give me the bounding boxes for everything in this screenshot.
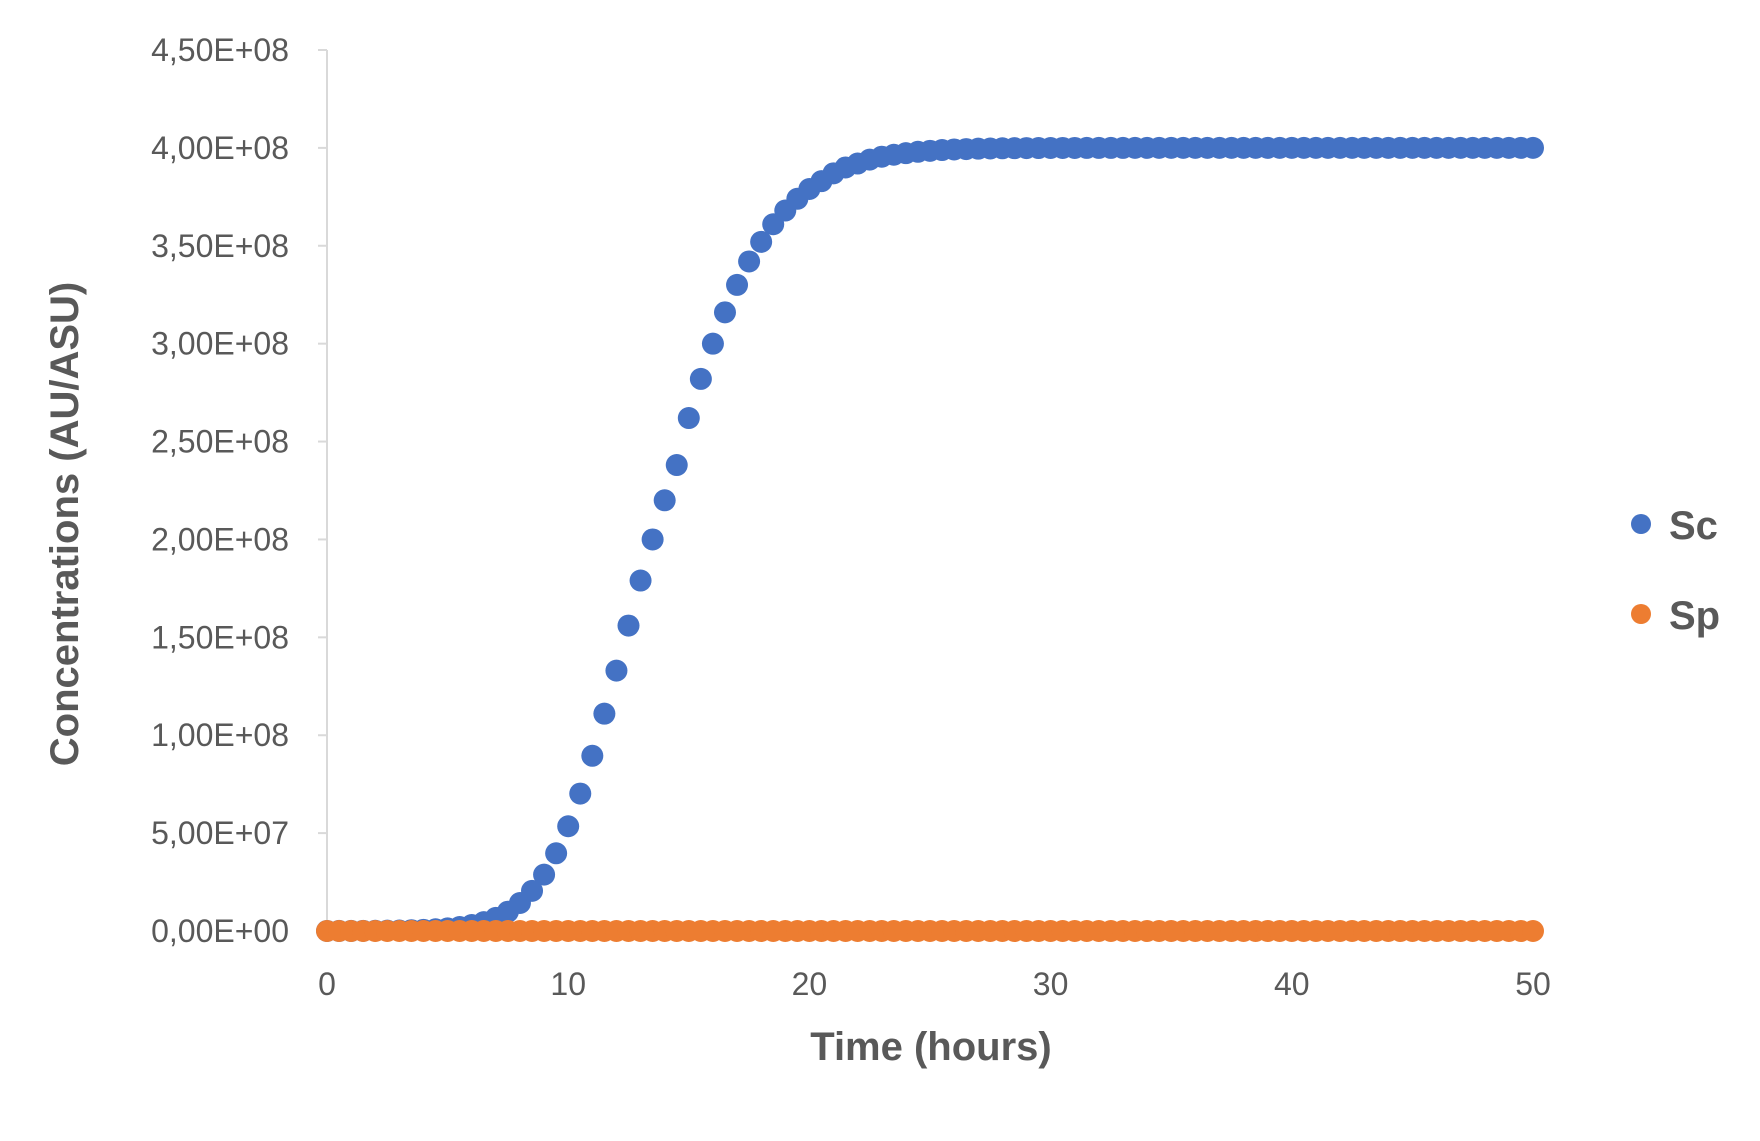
data-point-sc [569,782,592,805]
x-tick-label: 10 [550,966,586,1002]
x-tick-label: 20 [792,966,828,1002]
y-tick-label: 2,50E+08 [151,424,289,460]
y-tick-label: 0,00E+00 [151,913,289,949]
x-tick-label: 30 [1033,966,1069,1002]
x-tick-label: 40 [1274,966,1310,1002]
data-point-sc [545,842,568,865]
legend-item-sp: Sp [1631,594,1720,638]
data-point-sc [726,273,749,296]
plot-area [316,136,1544,942]
legend-marker-sp [1631,604,1651,624]
data-point-sc [557,815,580,838]
data-point-sp [1522,920,1544,942]
legend-marker-sc [1631,514,1651,534]
data-point-sc [1522,136,1544,159]
data-point-sc [629,569,652,592]
x-axis-ticks: 0 10 20 30 40 50 [318,966,1551,1002]
x-tick-label: 50 [1515,966,1551,1002]
y-tick-label: 4,00E+08 [151,130,289,166]
y-axis-title: Concentrations (AU/ASU) [43,282,87,766]
legend-label-sp: Sp [1669,594,1720,638]
legend-label-sc: Sc [1669,504,1718,548]
data-point-sc [677,407,700,430]
series-sc [316,136,1544,942]
data-point-sc [653,489,676,512]
data-point-sc [605,659,628,682]
x-axis-title: Time (hours) [810,1025,1052,1069]
y-tick-label: 3,50E+08 [151,228,289,264]
data-point-sc [521,879,544,902]
data-point-sc [617,614,640,637]
data-point-sc [738,250,761,273]
y-tick-label: 1,50E+08 [151,619,289,655]
data-point-sc [701,332,724,355]
y-tick-label: 4,50E+08 [151,32,289,68]
data-point-sc [593,702,616,725]
x-tick-label: 0 [318,966,336,1002]
legend: Sc Sp [1631,504,1720,638]
y-tick-label: 2,00E+08 [151,521,289,557]
data-point-sc [641,528,664,551]
data-point-sc [533,863,556,886]
y-tick-label: 5,00E+07 [151,815,289,851]
y-tick-label: 1,00E+08 [151,717,289,753]
legend-item-sc: Sc [1631,504,1718,548]
data-point-sc [750,230,773,253]
data-point-sc [689,367,712,390]
data-point-sc [713,301,736,324]
data-point-sc [581,744,604,767]
data-point-sc [665,454,688,477]
y-tick-label: 3,00E+08 [151,326,289,362]
y-axis-ticks: 0,00E+00 5,00E+07 1,00E+08 1,50E+08 2,00E+08… [151,32,327,949]
series-sp [316,920,1544,942]
